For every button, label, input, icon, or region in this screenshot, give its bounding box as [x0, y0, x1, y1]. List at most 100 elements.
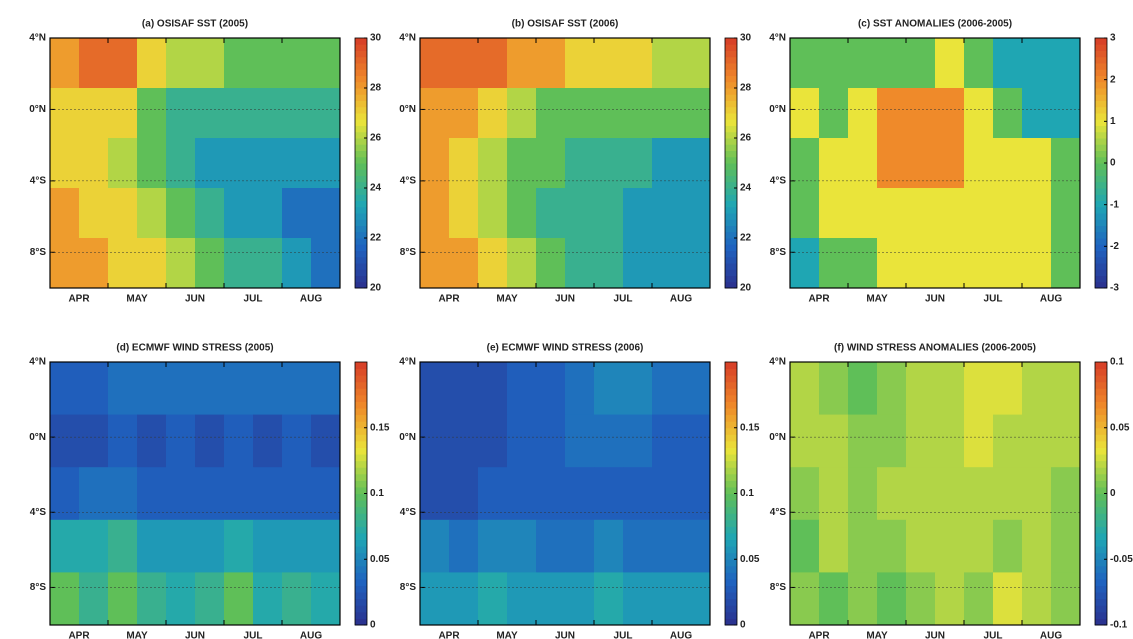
colorbar-swatch: [1095, 585, 1107, 593]
colorbar-swatch: [1095, 362, 1107, 370]
heat-cell: [993, 38, 1023, 89]
heat-cell: [108, 467, 138, 521]
x-tick-label: MAY: [866, 294, 888, 305]
colorbar-swatch: [1095, 50, 1107, 58]
heat-cell: [993, 238, 1023, 289]
heat-cell: [50, 467, 80, 521]
colorbar-swatch: [355, 194, 367, 201]
colorbar-swatch: [355, 427, 367, 435]
heat-cell: [964, 414, 994, 468]
heat-cell: [906, 414, 936, 468]
heat-cell: [790, 572, 820, 626]
colorbar-swatch: [1095, 88, 1107, 95]
x-tick-label: JUL: [244, 631, 263, 639]
heat-cell: [449, 38, 479, 89]
colorbar-tick-label: 0: [740, 620, 746, 631]
heat-cell: [282, 188, 312, 239]
y-tick-label: 4°N: [29, 357, 46, 368]
heat-cell: [652, 238, 682, 289]
heat-cell: [449, 138, 479, 189]
heat-cell: [536, 38, 566, 89]
heat-cell: [790, 38, 820, 89]
heat-cell: [108, 188, 138, 239]
x-tick-label: JUN: [925, 631, 945, 639]
heat-cell: [1051, 519, 1081, 573]
heat-cell: [565, 138, 595, 189]
colorbar-swatch: [355, 565, 367, 573]
heat-cell: [50, 38, 80, 89]
x-tick-label: JUL: [614, 294, 633, 305]
heat-cell: [565, 414, 595, 468]
heat-cell: [224, 38, 254, 89]
heat-cell: [420, 467, 450, 521]
heat-cell: [166, 467, 196, 521]
x-tick-label: AUG: [1040, 294, 1062, 305]
heat-cell: [79, 414, 109, 468]
colorbar-swatch: [1095, 281, 1107, 289]
heat-cell: [790, 88, 820, 139]
colorbar-tick-label: 30: [740, 33, 752, 44]
heat-cell: [282, 88, 312, 139]
colorbar-swatch: [355, 44, 367, 51]
colorbar-swatch: [1095, 605, 1107, 613]
heat-cell: [253, 467, 283, 521]
colorbar-swatch: [355, 138, 367, 145]
heat-cell: [877, 572, 907, 626]
heat-cell: [79, 138, 109, 189]
colorbar-swatch: [355, 275, 367, 283]
colorbar-swatch: [725, 244, 737, 251]
colorbar-swatch: [725, 231, 737, 239]
x-tick-label: JUL: [614, 631, 633, 639]
colorbar-swatch: [725, 175, 737, 183]
y-tick-label: 8°S: [30, 247, 47, 258]
heat-cell: [594, 188, 624, 239]
heat-cell: [1051, 38, 1081, 89]
colorbar-tick-label: 0: [370, 620, 376, 631]
colorbar-swatch: [355, 473, 367, 481]
heat-cell: [964, 362, 994, 416]
colorbar-swatch: [355, 256, 367, 264]
heat-cell: [79, 362, 109, 416]
heat-cell: [507, 572, 537, 626]
plot-frame: [789, 361, 1081, 626]
heat-cell: [565, 362, 595, 416]
colorbar-swatch: [725, 94, 737, 101]
colorbar-swatch: [725, 375, 737, 383]
heat-cell: [449, 414, 479, 468]
y-tick-label: 4°N: [769, 33, 786, 44]
heat-cell: [935, 467, 965, 521]
heat-cell: [790, 519, 820, 573]
heat-cell: [224, 414, 254, 468]
heat-cell: [1051, 88, 1081, 139]
heat-cell: [79, 38, 109, 89]
heat-cell: [311, 414, 341, 468]
colorbar-swatch: [1095, 500, 1107, 508]
heat-cell: [166, 362, 196, 416]
heat-cell: [681, 467, 711, 521]
colorbar-swatch: [355, 94, 367, 101]
colorbar-swatch: [1095, 225, 1107, 233]
colorbar-tick-label: 0: [1110, 488, 1116, 499]
heat-cell: [108, 88, 138, 139]
colorbar-swatch: [725, 206, 737, 214]
heat-cell: [311, 238, 341, 289]
x-tick-label: AUG: [300, 294, 322, 305]
colorbar-swatch: [1095, 250, 1107, 258]
colorbar-swatch: [725, 546, 737, 554]
heat-cell: [449, 519, 479, 573]
heat-cell: [507, 362, 537, 416]
heat-cell: [507, 238, 537, 289]
heat-cell: [137, 467, 167, 521]
heat-cell: [137, 519, 167, 573]
heat-cell: [478, 88, 508, 139]
heat-cell: [1022, 362, 1052, 416]
x-tick-label: MAY: [496, 631, 518, 639]
colorbar-tick-label: 0.1: [370, 488, 384, 499]
heat-cell: [565, 572, 595, 626]
colorbar-swatch: [1095, 467, 1107, 475]
heat-cell: [282, 467, 312, 521]
x-tick-label: APR: [68, 631, 90, 639]
colorbar-swatch: [725, 100, 737, 108]
heat-cell: [877, 88, 907, 139]
colorbar-swatch: [725, 44, 737, 51]
